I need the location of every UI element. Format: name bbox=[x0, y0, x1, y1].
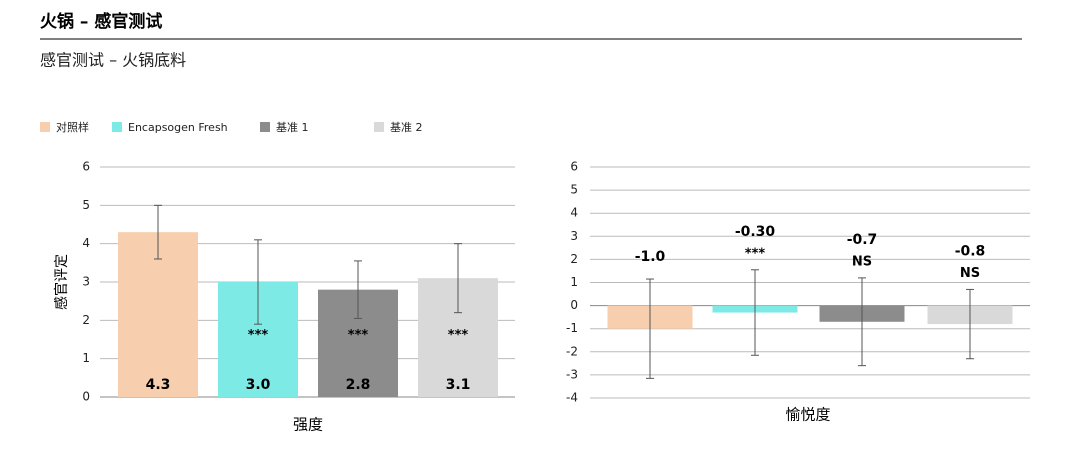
y-tick-label: 0 bbox=[82, 390, 90, 404]
y-tick-label: 6 bbox=[82, 160, 90, 174]
legend-swatch bbox=[40, 122, 50, 132]
y-tick-label: 3 bbox=[570, 229, 578, 243]
y-tick-label: -3 bbox=[566, 367, 578, 381]
annotation: NS bbox=[960, 266, 980, 281]
legend-swatch bbox=[260, 122, 270, 132]
y-axis-label: 感官评定 bbox=[53, 254, 70, 310]
value-label: -0.8 bbox=[955, 243, 986, 259]
value-label: 3.0 bbox=[246, 377, 271, 393]
x-axis-label: 愉悦度 bbox=[785, 406, 830, 424]
x-axis-label: 强度 bbox=[293, 416, 323, 434]
value-label: -0.7 bbox=[847, 232, 878, 248]
legend-label: 基准 2 bbox=[390, 121, 423, 134]
legend-swatch bbox=[112, 122, 122, 132]
y-tick-label: 4 bbox=[82, 236, 90, 250]
annotation: *** bbox=[248, 328, 269, 343]
value-label: 4.3 bbox=[146, 377, 171, 393]
annotation: *** bbox=[745, 246, 766, 261]
legend-label: Encapsogen Fresh bbox=[128, 121, 228, 134]
value-label: 3.1 bbox=[446, 377, 471, 393]
y-tick-label: 5 bbox=[570, 183, 578, 197]
y-tick-label: -4 bbox=[566, 391, 578, 405]
y-tick-label: 2 bbox=[82, 313, 90, 327]
y-tick-label: -1 bbox=[566, 321, 578, 335]
y-tick-label: 4 bbox=[570, 206, 578, 220]
value-label: -1.0 bbox=[635, 249, 666, 265]
y-tick-label: 3 bbox=[82, 275, 90, 289]
legend-label: 基准 1 bbox=[276, 121, 309, 134]
page-title: 火锅 – 感官测试 bbox=[40, 11, 162, 32]
bar bbox=[118, 232, 198, 397]
value-label: -0.30 bbox=[735, 224, 776, 240]
page-subtitle: 感官测试 – 火锅底料 bbox=[40, 51, 186, 70]
annotation: *** bbox=[348, 328, 369, 343]
y-tick-label: 1 bbox=[570, 275, 578, 289]
legend-swatch bbox=[374, 122, 384, 132]
annotation: *** bbox=[448, 328, 469, 343]
legend-label: 对照样 bbox=[56, 120, 89, 134]
y-tick-label: 2 bbox=[570, 252, 578, 266]
value-label: 2.8 bbox=[346, 377, 371, 393]
y-tick-label: 6 bbox=[570, 160, 578, 174]
y-tick-label: 5 bbox=[82, 198, 90, 212]
y-tick-label: 0 bbox=[570, 298, 578, 312]
annotation: NS bbox=[852, 254, 872, 269]
y-tick-label: 1 bbox=[82, 351, 90, 365]
y-tick-label: -2 bbox=[566, 344, 578, 358]
